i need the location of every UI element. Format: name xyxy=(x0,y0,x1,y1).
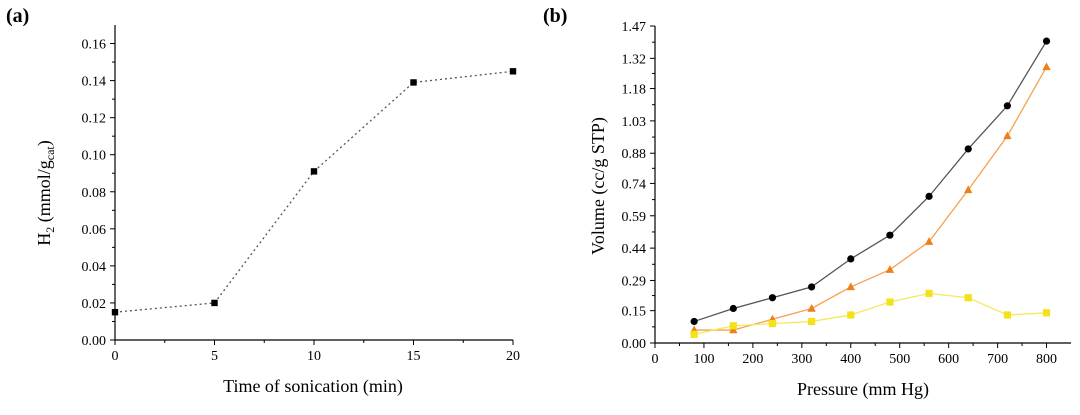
chart-b-series-orange-point xyxy=(807,303,816,312)
chart-b-series-yellow-point xyxy=(768,319,777,328)
chart-a-h2-point xyxy=(211,299,218,307)
chart-b-x-tick-label: 700 xyxy=(987,352,1008,367)
chart-b-y-tick-label: 1.32 xyxy=(622,52,647,67)
chart-a-x-tick-label: 15 xyxy=(407,349,421,364)
chart-a-y-tick-label: 0.14 xyxy=(82,75,107,90)
chart-b-x-tick-label: 500 xyxy=(889,352,910,367)
chart-b-series-black-point xyxy=(768,294,777,302)
chart-b-series-black-point xyxy=(925,192,933,200)
chart-a-x-tick-label: 5 xyxy=(211,349,218,364)
chart-b-x-tick-label: 300 xyxy=(791,352,812,367)
chart-b-x-axis-label: Pressure (mm Hg) xyxy=(797,379,929,400)
chart-b-series-black-point xyxy=(847,255,855,263)
chart-b-series-orange-point xyxy=(846,282,855,291)
chart-b-series-yellow-point xyxy=(925,289,933,298)
chart-a-series xyxy=(111,68,517,316)
chart-b-series-yellow-point xyxy=(690,330,698,338)
chart-b-y-tick-label: 0.44 xyxy=(622,242,647,257)
chart-a-y-axis-label: H2 (mmol/gcat) xyxy=(34,140,57,246)
chart-b-y-axis-label: Volume (cc/g STP) xyxy=(588,117,609,255)
chart-b-y-tick-label: 0.15 xyxy=(622,305,647,320)
y-label-main: H xyxy=(34,233,54,246)
chart-a-y-tick-label: 0.10 xyxy=(82,149,107,164)
chart-b-y-tick-label: 0.74 xyxy=(622,177,647,192)
chart-b-series-orange-point xyxy=(924,237,934,245)
chart-a-h2-line xyxy=(114,70,514,313)
chart-b-series-yellow-point xyxy=(729,322,737,330)
chart-b-axes: 0 100 200 300 400 500 600 700 800 0.00 0.15 0.29 0.4… xyxy=(622,20,1071,367)
y-label-mid: (mmol/g xyxy=(34,160,55,227)
chart-a-x-tick-label: 10 xyxy=(307,349,321,364)
chart-b-series-orange-point xyxy=(885,265,895,273)
y-label-sub1: 2 xyxy=(43,227,57,233)
chart-a-x-axis-label: Time of sonication (min) xyxy=(223,376,403,397)
chart-b-series xyxy=(689,37,1051,338)
chart-a-panel-label: (a) xyxy=(6,5,29,27)
chart-b-series-black-point xyxy=(1003,102,1011,110)
chart-b-series-yellow-point xyxy=(847,311,855,319)
chart-b-series-yellow-point xyxy=(964,294,972,302)
chart-b-x-tick-label: 0 xyxy=(652,352,659,367)
chart-a-axes: 0 5 10 15 20 0.00 0.02 0.04 0.06 0.08 0.10 0.12 0.14… xyxy=(82,25,520,364)
chart-b-y-tick-label: 1.03 xyxy=(622,115,647,130)
chart-b-y-tick-label: 1.18 xyxy=(622,83,647,98)
chart-a-y-tick-label: 0.02 xyxy=(82,297,107,312)
chart-a-y-tick-label: 0.16 xyxy=(82,38,107,53)
chart-a-y-tick-label: 0.06 xyxy=(82,223,107,238)
chart-b-series-black-point xyxy=(690,317,698,326)
chart-b-series-black-point xyxy=(886,231,894,239)
chart-b-x-tick-label: 100 xyxy=(693,352,714,367)
chart-b-series-orange-point xyxy=(1003,131,1012,140)
chart-b-series-black-line xyxy=(693,40,1048,323)
chart-b-x-tick-label: 600 xyxy=(938,352,959,367)
chart-b-series-black-point xyxy=(729,304,737,313)
chart-b-x-tick-label: 800 xyxy=(1036,352,1057,367)
chart-b-series-black-point xyxy=(964,145,972,153)
chart-a-h2-point xyxy=(410,79,417,86)
y-label-end: ) xyxy=(34,140,55,146)
chart-b-panel-label: (b) xyxy=(543,5,567,27)
chart-a-y-tick-label: 0.08 xyxy=(82,186,107,201)
chart-a-h2-point xyxy=(310,168,318,175)
chart-b-series-yellow-point xyxy=(1003,311,1011,319)
chart-b-series-orange-point xyxy=(1042,62,1051,71)
chart-a-y-tick-label: 0.04 xyxy=(82,260,107,275)
y-label-sub2: cat xyxy=(43,146,57,161)
chart-b-x-tick-label: 200 xyxy=(742,352,763,367)
chart-a-h2-point xyxy=(111,309,119,316)
chart-b-series-yellow-point xyxy=(1042,309,1051,317)
chart-a-y-tick-label: 0.00 xyxy=(82,334,107,349)
chart-b-series-orange-line xyxy=(694,66,1048,331)
chart-b-y-tick-label: 0.59 xyxy=(622,210,647,225)
chart-b: (b) 0 100 200 300 400 500 600 700 800 0.00 0.15 0.2… xyxy=(543,5,1071,400)
chart-b-series-orange-point xyxy=(729,325,738,334)
chart-b-series-orange-point xyxy=(964,185,973,194)
chart-b-y-tick-label: 1.47 xyxy=(622,20,647,35)
chart-b-series-black-point xyxy=(808,283,816,291)
chart-b-y-tick-label: 0.00 xyxy=(622,337,647,352)
chart-b-series-black-point xyxy=(1042,37,1051,45)
chart-b-series-yellow-point xyxy=(808,317,816,326)
chart-b-x-tick-label: 400 xyxy=(840,352,861,367)
chart-a-x-tick-label: 20 xyxy=(506,349,520,364)
chart-a-h2-point xyxy=(509,68,517,75)
chart-a-x-tick-label: 0 xyxy=(112,349,119,364)
chart-a: (a) 0 5 10 15 20 0.00 0.02 0.04 0.06 0.08 0.10 0.12… xyxy=(6,5,520,397)
chart-b-series-yellow-line xyxy=(694,292,1047,336)
chart-a-y-tick-label: 0.12 xyxy=(82,112,107,127)
chart-b-y-tick-label: 0.29 xyxy=(622,274,647,289)
chart-b-y-tick-label: 0.88 xyxy=(622,147,647,162)
chart-b-series-yellow-point xyxy=(886,298,894,306)
